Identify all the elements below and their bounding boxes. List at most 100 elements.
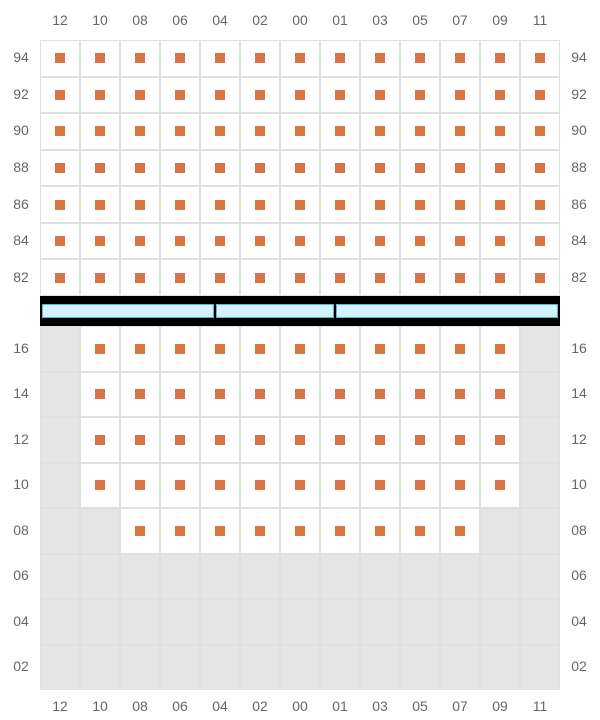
section1-cell[interactable]: [280, 223, 320, 260]
section1-cell[interactable]: [280, 113, 320, 150]
section1-cell[interactable]: [80, 150, 120, 187]
seat-marker[interactable]: [135, 344, 145, 354]
section1-cell[interactable]: [320, 40, 360, 77]
seat-marker[interactable]: [255, 200, 265, 210]
seat-marker[interactable]: [295, 90, 305, 100]
section1-cell[interactable]: [40, 113, 80, 150]
section2-cell[interactable]: [240, 417, 280, 463]
seat-marker[interactable]: [255, 53, 265, 63]
section1-cell[interactable]: [120, 113, 160, 150]
section1-cell[interactable]: [160, 223, 200, 260]
section2-cell[interactable]: [400, 326, 440, 372]
seat-marker[interactable]: [495, 389, 505, 399]
seat-marker[interactable]: [95, 480, 105, 490]
seat-marker[interactable]: [335, 236, 345, 246]
seat-marker[interactable]: [495, 126, 505, 136]
seat-marker[interactable]: [135, 200, 145, 210]
seat-marker[interactable]: [215, 389, 225, 399]
section2-cell[interactable]: [320, 372, 360, 418]
section1-cell[interactable]: [120, 186, 160, 223]
section2-cell[interactable]: [200, 508, 240, 554]
seat-marker[interactable]: [455, 435, 465, 445]
section1-cell[interactable]: [120, 223, 160, 260]
section1-cell[interactable]: [40, 77, 80, 114]
section2-cell[interactable]: [120, 463, 160, 509]
seat-marker[interactable]: [335, 526, 345, 536]
section2-cell[interactable]: [360, 508, 400, 554]
seat-marker[interactable]: [375, 126, 385, 136]
section2-cell[interactable]: [200, 417, 240, 463]
seat-marker[interactable]: [95, 435, 105, 445]
seat-marker[interactable]: [135, 480, 145, 490]
seat-marker[interactable]: [455, 200, 465, 210]
seat-marker[interactable]: [95, 90, 105, 100]
section1-cell[interactable]: [400, 150, 440, 187]
section1-cell[interactable]: [240, 150, 280, 187]
seat-marker[interactable]: [375, 526, 385, 536]
section1-cell[interactable]: [280, 77, 320, 114]
seat-marker[interactable]: [415, 90, 425, 100]
section1-cell[interactable]: [200, 259, 240, 296]
seat-marker[interactable]: [415, 163, 425, 173]
section1-cell[interactable]: [200, 77, 240, 114]
section2-cell[interactable]: [360, 372, 400, 418]
section1-cell[interactable]: [520, 259, 560, 296]
seat-marker[interactable]: [415, 53, 425, 63]
section2-cell[interactable]: [360, 463, 400, 509]
seat-marker[interactable]: [495, 273, 505, 283]
seat-marker[interactable]: [95, 236, 105, 246]
seat-marker[interactable]: [375, 435, 385, 445]
seat-marker[interactable]: [175, 90, 185, 100]
section2-cell[interactable]: [160, 326, 200, 372]
section1-cell[interactable]: [520, 113, 560, 150]
seat-marker[interactable]: [95, 126, 105, 136]
seat-marker[interactable]: [415, 389, 425, 399]
section1-cell[interactable]: [200, 186, 240, 223]
section1-cell[interactable]: [440, 150, 480, 187]
seat-marker[interactable]: [55, 273, 65, 283]
section1-cell[interactable]: [320, 186, 360, 223]
seat-marker[interactable]: [135, 53, 145, 63]
section2-cell[interactable]: [480, 372, 520, 418]
section1-cell[interactable]: [120, 150, 160, 187]
section1-cell[interactable]: [520, 223, 560, 260]
seat-marker[interactable]: [95, 163, 105, 173]
section1-cell[interactable]: [360, 40, 400, 77]
section1-cell[interactable]: [80, 259, 120, 296]
section2-cell[interactable]: [400, 508, 440, 554]
section1-cell[interactable]: [160, 113, 200, 150]
seat-marker[interactable]: [415, 344, 425, 354]
section1-cell[interactable]: [520, 186, 560, 223]
seat-marker[interactable]: [215, 236, 225, 246]
seat-marker[interactable]: [455, 236, 465, 246]
seat-marker[interactable]: [295, 163, 305, 173]
section1-cell[interactable]: [80, 186, 120, 223]
seat-marker[interactable]: [335, 273, 345, 283]
section1-cell[interactable]: [200, 150, 240, 187]
seat-marker[interactable]: [455, 126, 465, 136]
seat-marker[interactable]: [375, 163, 385, 173]
section1-cell[interactable]: [200, 223, 240, 260]
seat-marker[interactable]: [175, 389, 185, 399]
seat-marker[interactable]: [375, 90, 385, 100]
section1-cell[interactable]: [240, 186, 280, 223]
section1-cell[interactable]: [40, 40, 80, 77]
seat-marker[interactable]: [255, 90, 265, 100]
section2-cell[interactable]: [320, 326, 360, 372]
seat-marker[interactable]: [495, 435, 505, 445]
seat-marker[interactable]: [295, 200, 305, 210]
seat-marker[interactable]: [135, 236, 145, 246]
seat-marker[interactable]: [415, 200, 425, 210]
seat-marker[interactable]: [135, 435, 145, 445]
section1-cell[interactable]: [120, 40, 160, 77]
section1-cell[interactable]: [320, 150, 360, 187]
seat-marker[interactable]: [215, 273, 225, 283]
seat-marker[interactable]: [215, 163, 225, 173]
seat-marker[interactable]: [455, 90, 465, 100]
section2-cell[interactable]: [80, 372, 120, 418]
section1-cell[interactable]: [280, 40, 320, 77]
section1-cell[interactable]: [200, 40, 240, 77]
section2-cell[interactable]: [400, 372, 440, 418]
section1-cell[interactable]: [280, 150, 320, 187]
section1-cell[interactable]: [360, 223, 400, 260]
